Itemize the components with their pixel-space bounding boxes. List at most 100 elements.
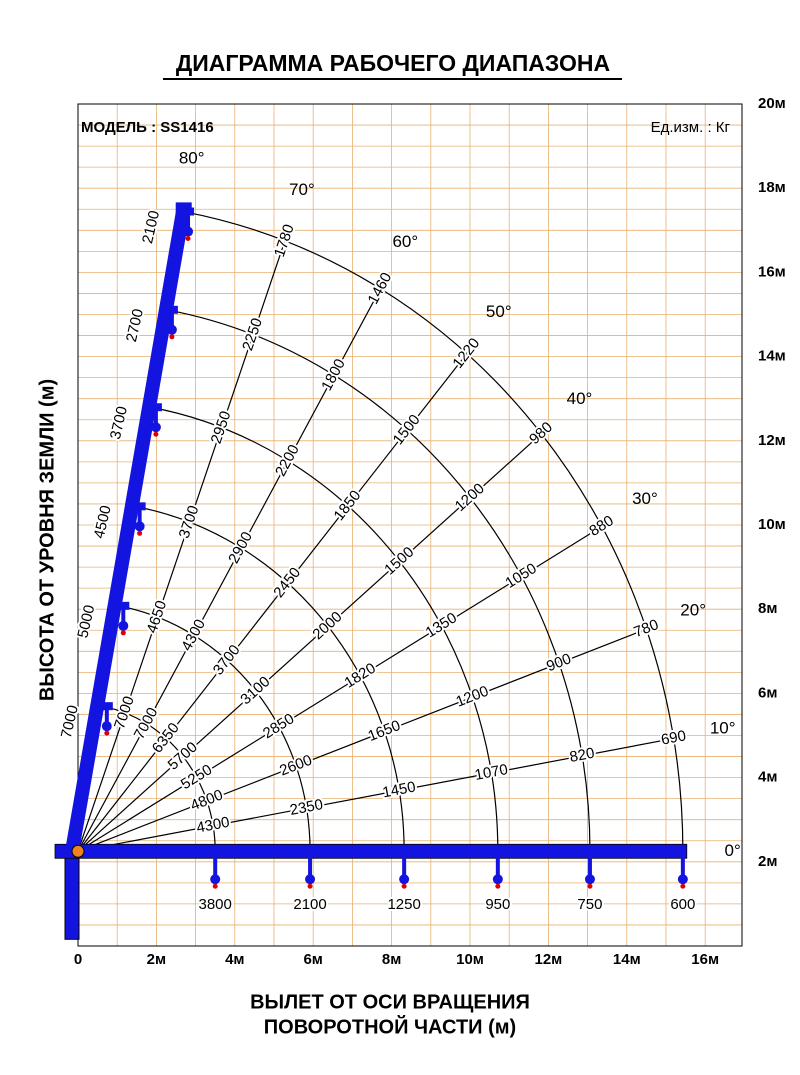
hook-tip xyxy=(307,883,313,889)
hook-tip xyxy=(212,883,218,889)
load-label: 1070 xyxy=(473,761,509,784)
boom-joint xyxy=(145,403,162,412)
load-label: 880 xyxy=(586,512,616,540)
hook xyxy=(677,874,688,885)
angle-label: 70° xyxy=(289,180,315,199)
diagram xyxy=(54,202,688,940)
angle-label: 50° xyxy=(486,302,512,321)
hook xyxy=(134,521,145,532)
load-label: 1780 xyxy=(271,222,298,259)
x-axis-label: ВЫЛЕТ ОТ ОСИ ВРАЩЕНИЯ xyxy=(250,991,530,1013)
y-axis-label: ВЫСОТА ОТ УРОВНЯ ЗЕМЛИ (м) xyxy=(36,379,58,701)
hook-tip xyxy=(587,883,593,889)
unit: Ед.изм. : Кг xyxy=(651,119,731,136)
boom-joint xyxy=(96,702,113,711)
load-label: 4800 xyxy=(188,786,225,814)
hook-tip xyxy=(680,883,686,889)
load-label: 3700 xyxy=(210,642,244,679)
load-label: 1650 xyxy=(366,717,403,745)
load-label: 1250 xyxy=(387,896,420,913)
boom-horizontal xyxy=(54,843,688,859)
load-label: 1500 xyxy=(390,411,424,448)
angle-label: 30° xyxy=(632,489,658,508)
title: ДИАГРАММА РАБОЧЕГО ДИАПАЗОНА xyxy=(176,50,610,76)
load-label: 4300 xyxy=(178,616,209,653)
load-label: 4300 xyxy=(195,814,231,837)
x-tick-label: 10м xyxy=(456,951,484,968)
angle-label: 40° xyxy=(567,389,593,408)
load-label: 2900 xyxy=(225,529,256,566)
load-label: 1350 xyxy=(423,609,460,641)
y-tick-label: 18м xyxy=(758,179,786,196)
load-label: 780 xyxy=(631,616,661,641)
angle-line xyxy=(77,240,286,852)
load-label: 2350 xyxy=(288,796,324,819)
x-tick-label: 14м xyxy=(613,951,641,968)
load-label: 820 xyxy=(568,745,596,766)
hook-tip xyxy=(401,883,407,889)
hook xyxy=(492,874,503,885)
y-tick-label: 4м xyxy=(758,769,777,786)
angle-label: 0° xyxy=(725,841,741,860)
load-label: 2850 xyxy=(260,710,297,742)
x-tick-label: 6м xyxy=(303,951,322,968)
hook-tip xyxy=(153,431,159,437)
x-tick-label: 0 xyxy=(74,951,82,968)
y-tick-label: 6м xyxy=(758,684,777,701)
x-tick-label: 12м xyxy=(535,951,563,968)
model: МОДЕЛЬ : SS1416 xyxy=(81,119,214,136)
load-label: 1200 xyxy=(454,683,491,711)
load-label: 1220 xyxy=(449,335,483,372)
load-label: 3700 xyxy=(107,405,131,441)
hook xyxy=(305,874,316,885)
boom-vertical xyxy=(65,206,191,853)
load-label: 3100 xyxy=(237,673,273,708)
angle-line xyxy=(77,628,647,852)
load-label: 1800 xyxy=(318,356,349,393)
hook xyxy=(210,874,221,885)
angle-label: 10° xyxy=(710,719,736,738)
angle-label: 80° xyxy=(179,148,205,167)
hook xyxy=(166,324,177,335)
load-label: 3700 xyxy=(176,503,203,540)
load-label: 7000 xyxy=(111,694,138,731)
angle-line xyxy=(77,353,468,852)
load-label: 2100 xyxy=(139,209,163,245)
load-label: 1820 xyxy=(342,660,379,692)
load-label: 600 xyxy=(670,896,695,913)
load-label: 750 xyxy=(577,896,602,913)
load-label: 3800 xyxy=(199,896,232,913)
hook xyxy=(101,721,112,732)
angle-label: 20° xyxy=(680,600,706,619)
load-label: 1450 xyxy=(381,778,417,801)
load-label: 2950 xyxy=(208,409,235,446)
x-axis-label: ПОВОРОТНОЙ ЧАСТИ (м) xyxy=(264,1014,516,1038)
y-tick-label: 16м xyxy=(758,263,786,280)
y-tick-label: 12м xyxy=(758,432,786,449)
angle-line xyxy=(77,737,674,852)
boom-joint xyxy=(161,305,178,314)
angle-line xyxy=(77,525,603,852)
load-label: 2450 xyxy=(270,564,304,601)
load-label: 1050 xyxy=(502,560,539,592)
boom-joint xyxy=(178,207,195,216)
x-tick-label: 2м xyxy=(147,951,166,968)
angle-line xyxy=(77,433,542,852)
hook-tip xyxy=(104,730,110,736)
boom-joint xyxy=(113,601,130,610)
load-label: 4500 xyxy=(91,504,115,540)
y-tick-label: 10м xyxy=(758,516,786,533)
x-tick-label: 4м xyxy=(225,951,244,968)
load-label: 2100 xyxy=(293,896,326,913)
y-tick-label: 8м xyxy=(758,600,777,617)
angle-line xyxy=(77,288,381,852)
load-label: 1460 xyxy=(365,270,396,307)
load-label: 950 xyxy=(485,896,510,913)
hook-tip xyxy=(185,236,191,242)
hook-tip xyxy=(169,334,175,340)
y-tick-label: 14м xyxy=(758,348,786,365)
x-tick-label: 16м xyxy=(691,951,719,968)
hook xyxy=(118,620,129,631)
hook-tip xyxy=(120,630,126,636)
